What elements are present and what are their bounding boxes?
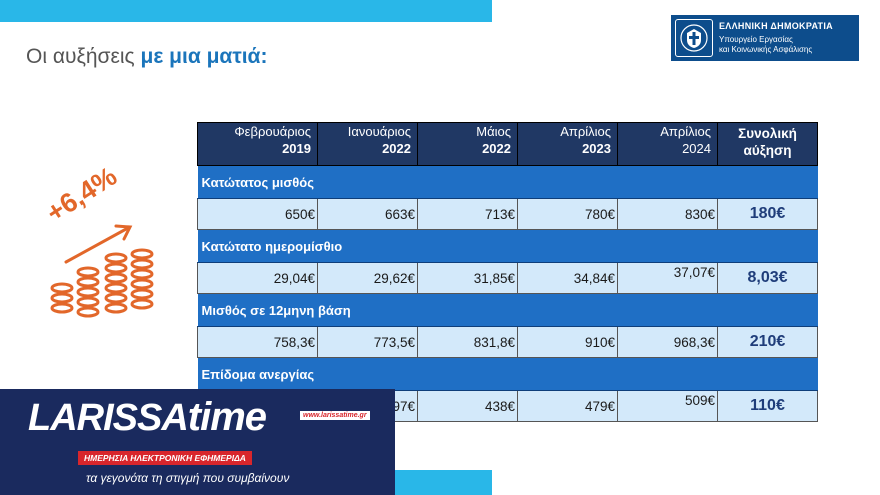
- table-cell: 438€: [417, 390, 518, 422]
- title-part-2: με μια ματιά:: [140, 45, 268, 68]
- category-label: Κατώτατος μισθός: [197, 165, 818, 199]
- page-title: Οι αυξήσεις με μια ματιά:: [26, 42, 286, 72]
- table-cell: 830€: [617, 198, 718, 230]
- logo-word-a: LARISSA: [28, 397, 189, 439]
- logo-word-b: time: [187, 395, 267, 439]
- table-cell: 663€: [317, 198, 418, 230]
- larissatime-banner[interactable]: LARISSAtime www.larissatime.gr ΗΜΕΡΗΣΙΑ …: [0, 389, 395, 495]
- banner-url[interactable]: www.larissatime.gr: [300, 411, 370, 420]
- category-label: Επίδομα ανεργίας: [197, 357, 818, 391]
- banner-subtitle: ΗΜΕΡΗΣΙΑ ΗΛΕΚΤΡΟΝΙΚΗ ΕΦΗΜΕΡΙΔΑ: [78, 451, 252, 465]
- table-cell: 773,5€: [317, 326, 418, 358]
- column-header: Ιανουάριος 2022: [317, 122, 418, 166]
- table-cell: 509€: [617, 390, 718, 422]
- column-header: Φεβρουάριος 2019: [197, 122, 318, 166]
- banner-slogan: τα γεγονότα τη στιγμή που συμβαίνουν: [86, 471, 290, 485]
- top-accent-bar: [0, 0, 492, 22]
- total-cell: 210€: [717, 326, 818, 358]
- table-cell: 780€: [517, 198, 618, 230]
- column-header: Απρίλιος 2023: [517, 122, 618, 166]
- category-label: Μισθός σε 12μηνη βάση: [197, 293, 818, 327]
- table-cell: 713€: [417, 198, 518, 230]
- greek-emblem-icon: [675, 19, 713, 57]
- table-cell: 758,3€: [197, 326, 318, 358]
- table-cell: 968,3€: [617, 326, 718, 358]
- table-cell: 34,84€: [517, 262, 618, 294]
- total-cell: 8,03€: [717, 262, 818, 294]
- column-header: Απρίλιος 2024: [617, 122, 718, 166]
- total-column-header: Συνολική αύξηση: [717, 122, 818, 166]
- table-row: 29,04€ 29,62€ 31,85€ 34,84€ 37,07€ 8,03€: [197, 262, 818, 294]
- wage-increase-table: Φεβρουάριος 2019 Ιανουάριος 2022 Μάιος 2022…: [197, 122, 818, 422]
- table-cell: 650€: [197, 198, 318, 230]
- table-cell: 29,04€: [197, 262, 318, 294]
- increase-badge: +6,4%: [41, 160, 123, 229]
- column-header: Μάιος 2022: [417, 122, 518, 166]
- category-label: Κατώτατο ημερομίσθιο: [197, 229, 818, 263]
- ministry-logo: ΕΛΛΗΝΙΚΗ ΔΗΜΟΚΡΑΤΙΑ Υπουργείο Εργασίας κ…: [671, 15, 859, 61]
- table-cell: 831,8€: [417, 326, 518, 358]
- table-category-row: Κατώτατος μισθός: [197, 165, 818, 199]
- table-cell: 31,85€: [417, 262, 518, 294]
- table-cell: 479€: [517, 390, 618, 422]
- gov-line-1: ΕΛΛΗΝΙΚΗ ΔΗΜΟΚΡΑΤΙΑ: [719, 21, 833, 31]
- gov-line-3: και Κοινωνικής Ασφάλισης: [719, 45, 813, 54]
- table-header-row: Φεβρουάριος 2019 Ιανουάριος 2022 Μάιος 2022…: [197, 122, 818, 166]
- gov-line-2: Υπουργείο Εργασίας: [719, 35, 793, 44]
- total-cell: 110€: [717, 390, 818, 422]
- table-cell: 29,62€: [317, 262, 418, 294]
- table-row: 758,3€ 773,5€ 831,8€ 910€ 968,3€ 210€: [197, 326, 818, 358]
- table-category-row: Επίδομα ανεργίας: [197, 357, 818, 391]
- table-cell: 37,07€: [617, 262, 718, 294]
- coins-growth-icon: [48, 222, 158, 327]
- larissatime-logo: LARISSAtime: [28, 395, 267, 440]
- total-cell: 180€: [717, 198, 818, 230]
- table-cell: 910€: [517, 326, 618, 358]
- table-row: 650€ 663€ 713€ 780€ 830€ 180€: [197, 198, 818, 230]
- table-category-row: Μισθός σε 12μηνη βάση: [197, 293, 818, 327]
- bottom-accent-bar: [395, 470, 492, 495]
- table-category-row: Κατώτατο ημερομίσθιο: [197, 229, 818, 263]
- title-part-1: Οι αυξήσεις: [26, 45, 141, 68]
